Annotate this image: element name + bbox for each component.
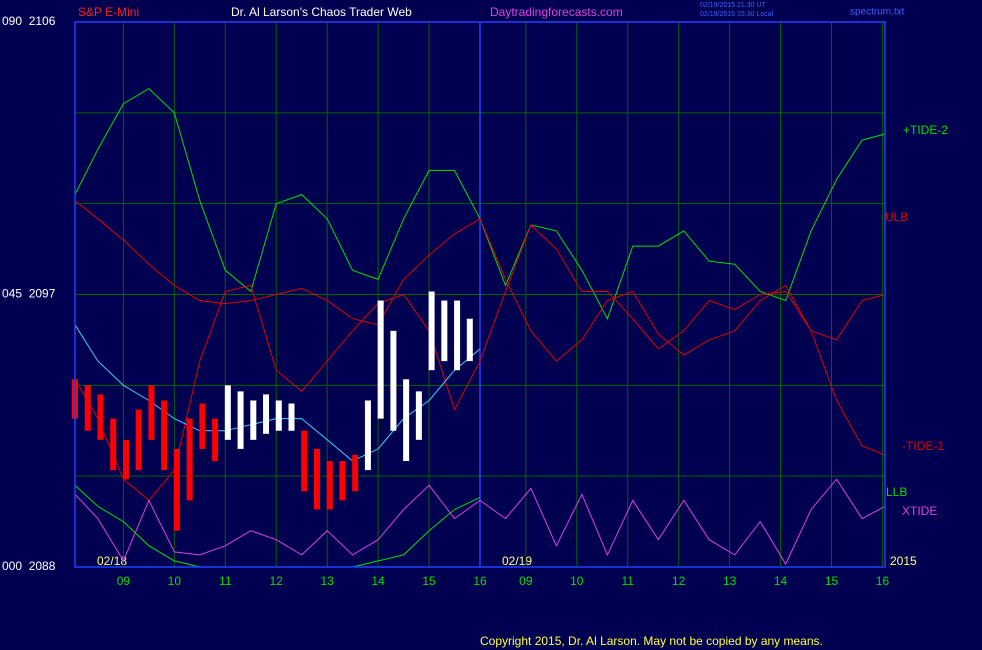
price-bar	[122, 439, 129, 480]
timestamp: 02/19/2015 15:30 Local	[700, 11, 774, 18]
series-label: ULB	[885, 210, 908, 224]
plot-border	[74, 21, 886, 568]
x-tick-label: 12	[672, 574, 686, 588]
x-tick-label: 15	[825, 574, 839, 588]
price-bar	[186, 418, 193, 501]
year-label: 2015	[890, 554, 917, 568]
date-label: 02/18	[97, 554, 127, 568]
series-line	[74, 224, 886, 502]
price-bar	[135, 409, 142, 471]
x-tick-label: 09	[519, 574, 533, 588]
copyright: Copyright 2015, Dr. Al Larson. May not b…	[480, 634, 823, 648]
price-bar	[237, 391, 244, 449]
price-bar	[441, 300, 448, 362]
price-bar	[263, 394, 270, 434]
website: Daytradingforecasts.com	[490, 5, 623, 19]
date-label: 02/19	[502, 554, 532, 568]
price-bar	[275, 400, 282, 431]
series-line	[74, 200, 886, 456]
price-bar	[288, 403, 295, 431]
price-bar	[250, 400, 257, 440]
price-bar	[415, 391, 422, 440]
x-tick-label: 12	[270, 574, 284, 588]
price-bar	[364, 400, 371, 471]
x-tick-label: 09	[117, 574, 131, 588]
series-label: XTIDE	[902, 504, 937, 518]
price-bar	[97, 394, 104, 440]
chart-title: Dr. Al Larson's Chaos Trader Web	[231, 5, 412, 19]
price-bar	[301, 430, 308, 492]
x-tick-label: 11	[622, 574, 635, 588]
y-tick-label: 000 2088	[2, 559, 56, 573]
x-tick-label: 14	[371, 574, 385, 588]
x-tick-label: 15	[422, 574, 436, 588]
x-tick-label: 13	[723, 574, 737, 588]
price-bar	[352, 454, 359, 492]
y-tick-label: 045 2097	[2, 287, 56, 301]
price-bar	[326, 461, 333, 510]
price-bar	[454, 300, 461, 371]
x-tick-label: 10	[168, 574, 182, 588]
price-bar	[339, 461, 346, 501]
price-bar	[466, 318, 473, 362]
price-bar	[148, 385, 155, 440]
price-bar	[313, 448, 320, 510]
file-name: spectrum.txt	[850, 7, 905, 18]
timestamp: 02/19/2015 21:30 UT	[700, 2, 766, 9]
x-tick-label: 13	[320, 574, 334, 588]
x-tick-label: 16	[473, 574, 487, 588]
x-tick-label: 11	[219, 574, 232, 588]
series-line	[74, 478, 886, 566]
x-tick-label: 16	[876, 574, 890, 588]
x-tick-label: 14	[774, 574, 788, 588]
x-tick-label: 10	[570, 574, 584, 588]
instrument: S&P E-Mini	[78, 5, 139, 19]
price-bar	[110, 418, 117, 471]
series-label: LLB	[886, 485, 907, 499]
price-bar	[84, 385, 91, 431]
price-bar	[161, 400, 168, 471]
price-bar	[377, 300, 384, 419]
series-label: -TIDE-1	[902, 439, 944, 453]
price-bar	[173, 448, 180, 531]
price-bar	[428, 291, 435, 371]
price-bar	[403, 379, 410, 462]
price-bar	[390, 330, 397, 431]
price-bar	[212, 418, 219, 462]
price-bar	[224, 385, 231, 440]
price-bar	[199, 403, 206, 449]
y-tick-label: 090 2106	[2, 14, 56, 28]
series-label: +TIDE-2	[903, 123, 948, 137]
